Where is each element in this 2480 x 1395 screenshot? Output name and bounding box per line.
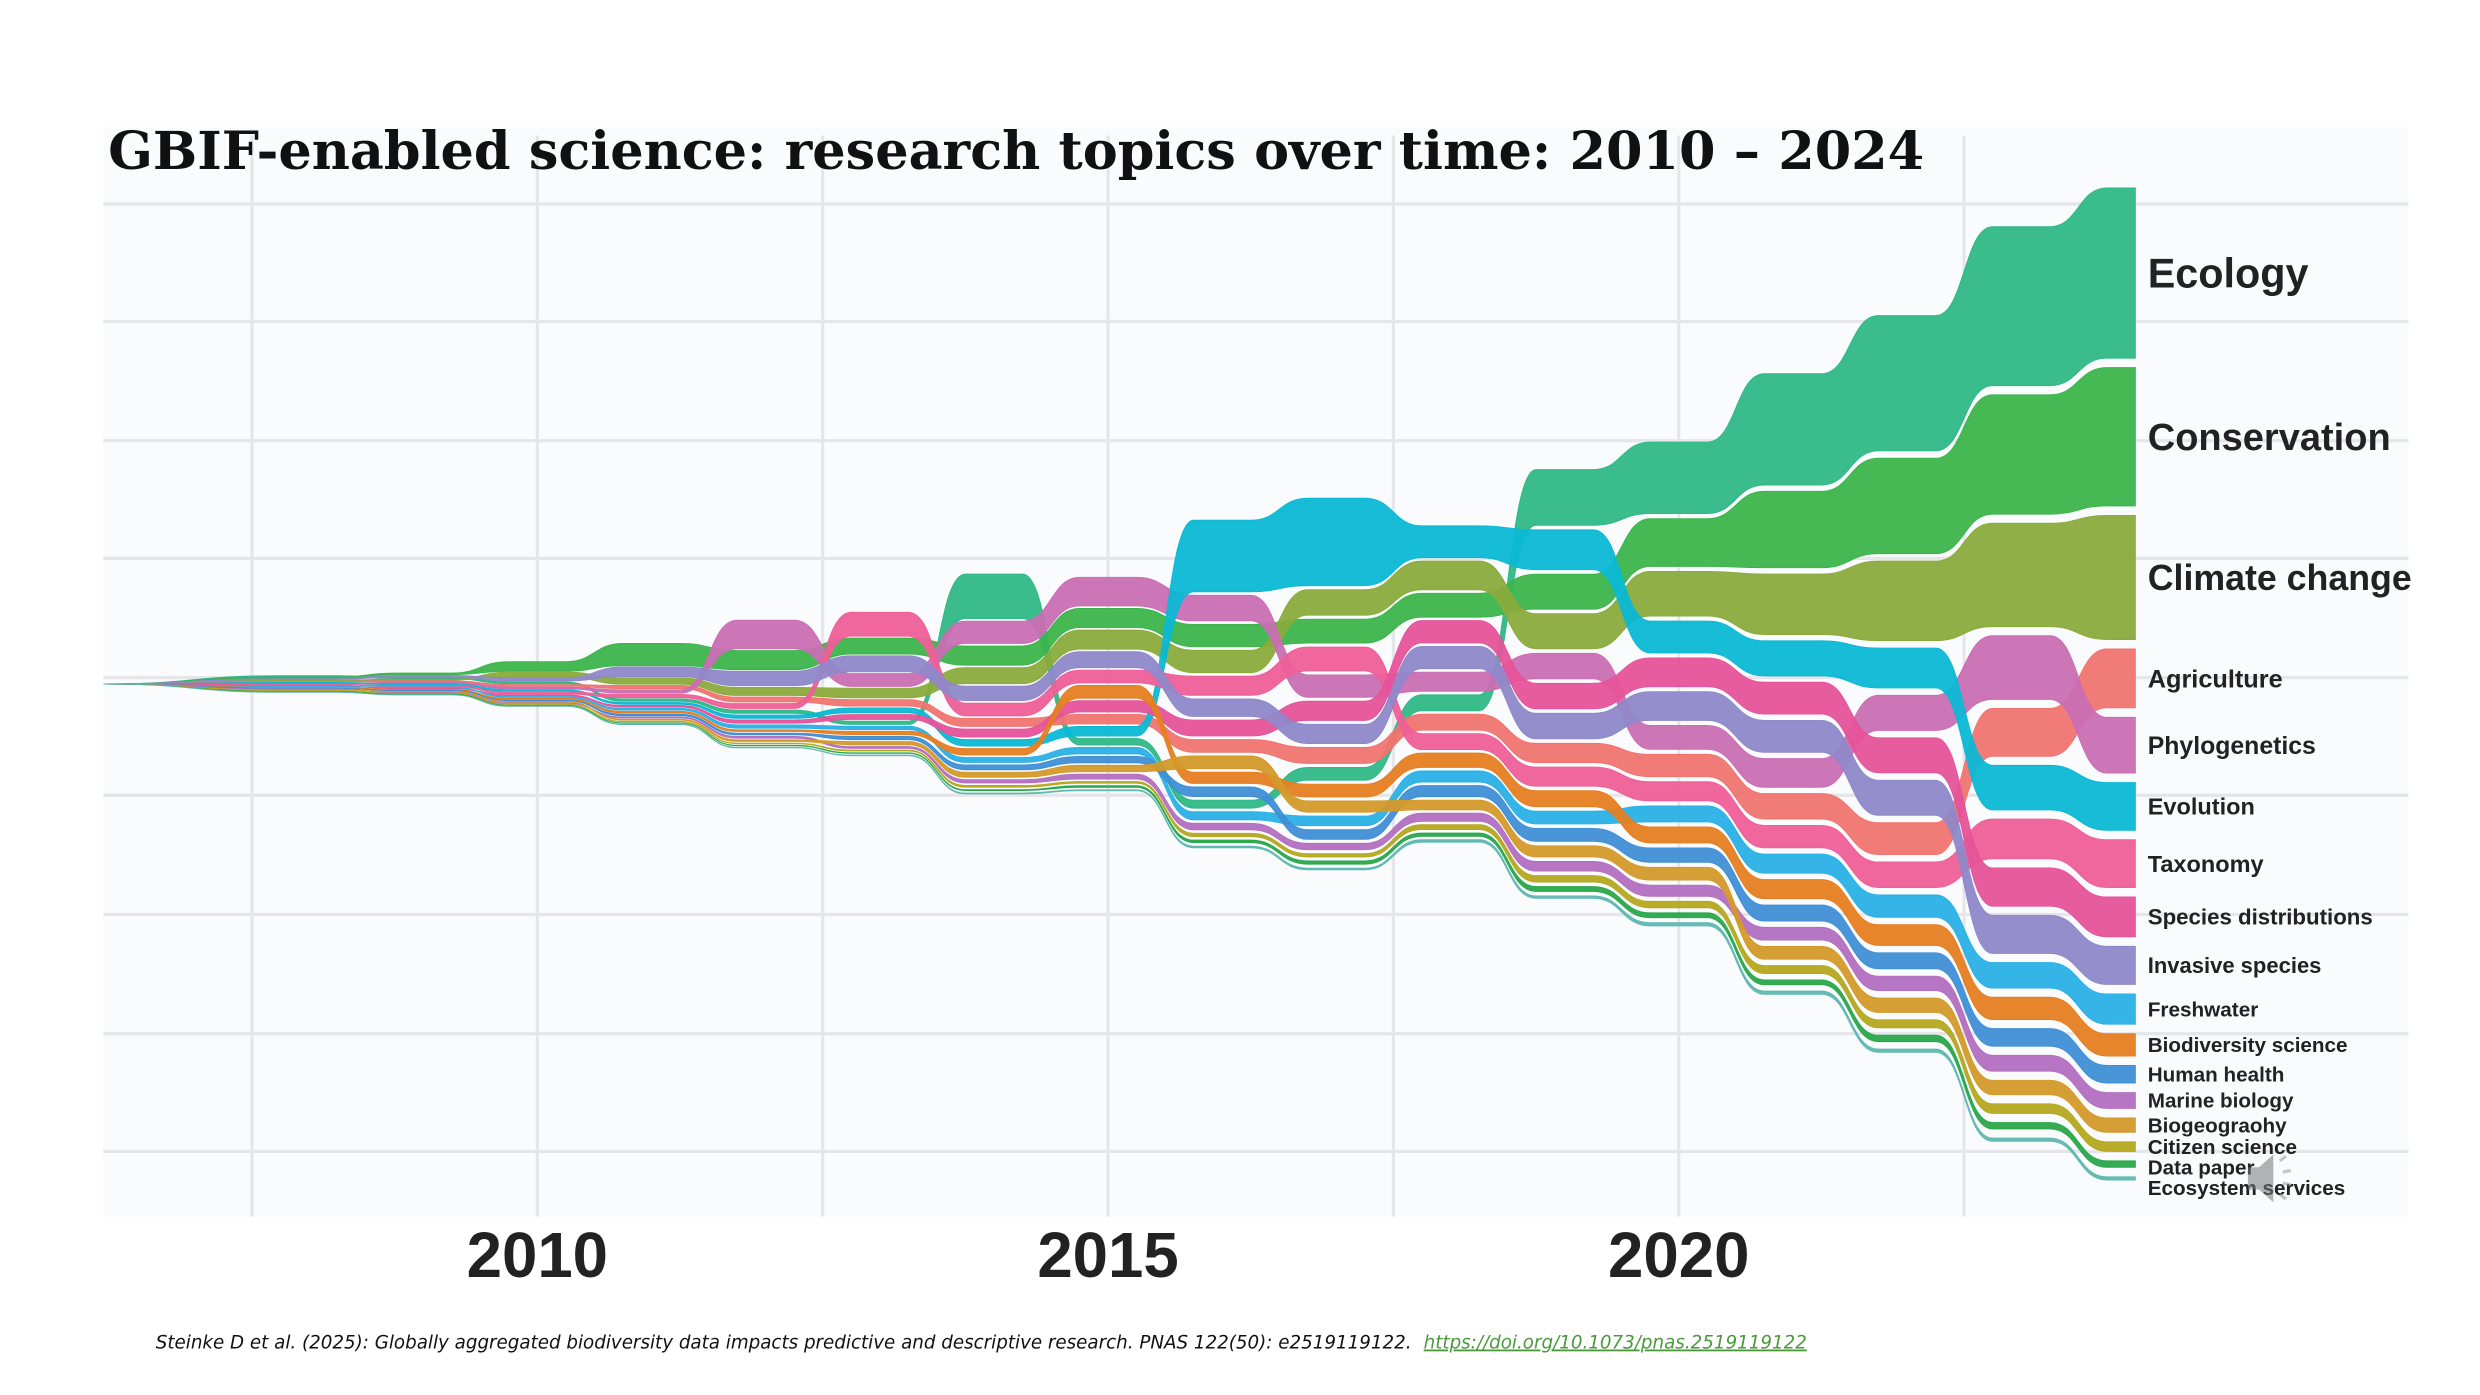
label-marine-biology: Marine biology	[2148, 1090, 2294, 1113]
stream-freshwater	[103, 683, 2136, 1025]
series-labels: Ecology Conservation Climate change Agricul…	[2148, 251, 2412, 1201]
label-species-distributions: Species distributions	[2148, 905, 2373, 930]
stream-human-health	[103, 683, 2136, 1084]
stream-invasive-species	[103, 645, 2136, 985]
stream-marine-biology	[103, 683, 2136, 1109]
stream-ecosystem-services	[103, 683, 2136, 1181]
chart-title: GBIF-enabled science: research topics ov…	[108, 121, 1924, 182]
label-citizen-science: Citizen science	[2148, 1136, 2297, 1159]
doi-link[interactable]: https://doi.org/10.1073/pnas.2519119122	[1424, 1333, 1807, 1354]
label-human-health: Human health	[2148, 1064, 2285, 1087]
label-data-paper: Data paper	[2148, 1157, 2255, 1180]
stream-citizen-science	[103, 683, 2136, 1152]
label-climate-change: Climate change	[2148, 558, 2412, 598]
label-invasive-species: Invasive species	[2148, 953, 2322, 978]
stream-biogeograohy	[103, 683, 2136, 1133]
label-biogeograohy: Biogeograohy	[2148, 1114, 2287, 1137]
streams	[103, 187, 2136, 1181]
label-ecosystem-services: Ecosystem services	[2148, 1177, 2346, 1200]
label-taxonomy: Taxonomy	[2148, 851, 2264, 877]
stream-evolution	[103, 497, 2136, 831]
footnote-citation: Steinke D et al. (2025): Globally aggreg…	[156, 1333, 1412, 1354]
label-agriculture: Agriculture	[2148, 665, 2283, 693]
stream-biodiversity-science	[103, 683, 2136, 1057]
x-tick-2010: 2010	[467, 1220, 608, 1291]
label-evolution: Evolution	[2148, 794, 2255, 820]
x-tick-2015: 2015	[1037, 1220, 1178, 1291]
stream-climate-change	[103, 514, 2136, 699]
x-axis-ticks: 2010 2015 2020	[467, 1220, 1750, 1291]
stream-data-paper	[103, 683, 2136, 1168]
label-biodiversity-science: Biodiversity science	[2148, 1034, 2348, 1057]
label-freshwater: Freshwater	[2148, 998, 2259, 1021]
footnote: Steinke D et al. (2025): Globally aggreg…	[156, 1333, 1807, 1354]
label-conservation: Conservation	[2148, 417, 2391, 459]
x-tick-2020: 2020	[1608, 1220, 1749, 1291]
stream-species-distributions	[103, 620, 2136, 938]
speaker-icon[interactable]	[2247, 1154, 2292, 1203]
label-ecology: Ecology	[2148, 251, 2309, 297]
label-phylogenetics: Phylogenetics	[2148, 733, 2316, 760]
stream-taxonomy	[103, 611, 2136, 888]
stream-agriculture	[103, 648, 2136, 856]
